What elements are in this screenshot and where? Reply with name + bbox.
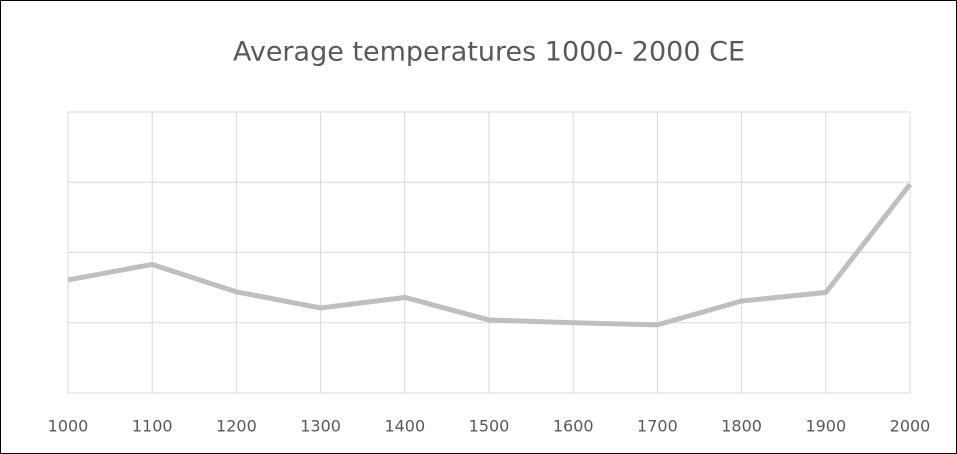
x-tick-label: 1000 (48, 417, 89, 436)
x-tick-label: 1300 (300, 417, 341, 436)
x-tick-label: 1500 (469, 417, 510, 436)
x-tick-label: 1700 (637, 417, 678, 436)
x-tick-label: 1900 (805, 417, 846, 436)
line (67, 182, 912, 328)
chart-title: Average temperatures 1000- 2000 CE (233, 37, 745, 68)
x-tick-label: 2000 (890, 417, 931, 436)
x-tick-label: 1400 (384, 417, 425, 436)
x-tick-label: 1100 (132, 417, 173, 436)
x-tick-label: 1200 (216, 417, 257, 436)
x-tick-label: 1600 (553, 417, 594, 436)
x-tick-label: 1800 (721, 417, 762, 436)
